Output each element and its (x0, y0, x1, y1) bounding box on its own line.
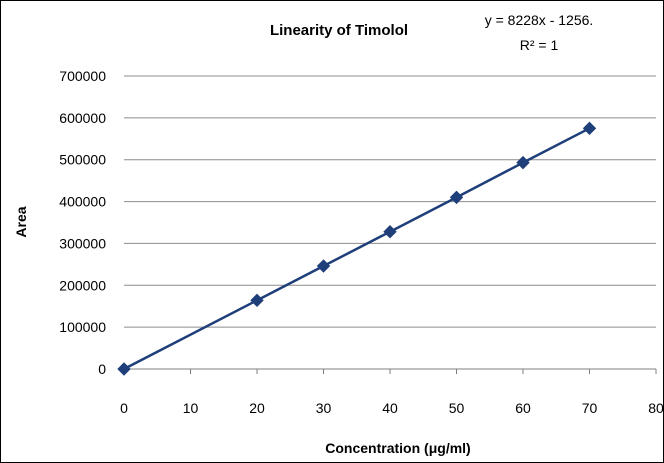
y-axis-title: Area (13, 206, 29, 237)
y-tick-label: 200000 (59, 277, 106, 293)
x-tick-label: 60 (515, 400, 531, 416)
y-tick-label: 0 (98, 361, 106, 377)
y-tick-label: 400000 (59, 194, 106, 210)
y-tick-label: 100000 (59, 319, 106, 335)
x-tick-label: 50 (449, 400, 465, 416)
x-tick-label: 0 (120, 400, 128, 416)
chart-title: Linearity of Timolol (270, 22, 408, 39)
trendline-equation: y = 8228x - 1256. (485, 12, 594, 28)
data-point-marker (316, 259, 331, 273)
series-layer (117, 121, 597, 376)
trendline-r-squared: R² = 1 (520, 37, 559, 53)
data-point-marker (383, 225, 397, 239)
data-point-marker (449, 190, 464, 205)
data-point-marker (117, 362, 131, 376)
x-tick-label: 10 (183, 400, 199, 416)
data-point-marker (582, 121, 597, 136)
data-point-marker (516, 155, 530, 170)
y-tick-label: 700000 (59, 68, 106, 84)
y-tick-label: 600000 (59, 110, 106, 126)
x-tick-label: 20 (249, 400, 265, 416)
axis-layer: 0100000200000300000400000500000600000700… (59, 68, 663, 416)
x-tick-label: 70 (582, 400, 598, 416)
x-tick-label: 40 (382, 400, 398, 416)
data-point-marker (250, 293, 264, 308)
x-tick-label: 30 (316, 400, 332, 416)
y-tick-label: 300000 (59, 235, 106, 251)
x-tick-label: 80 (648, 400, 663, 416)
y-tick-label: 500000 (59, 152, 106, 168)
x-axis-title: Concentration (μg/ml) (325, 440, 470, 456)
grid-layer (124, 75, 656, 328)
